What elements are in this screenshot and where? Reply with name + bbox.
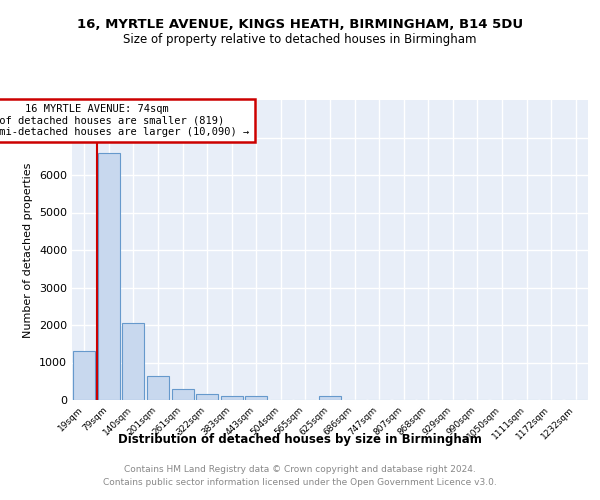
Bar: [147, 376, 169, 400]
Bar: [221, 396, 243, 400]
Text: 16 MYRTLE AVENUE: 74sqm
← 7% of detached houses are smaller (819)
92% of semi-de: 16 MYRTLE AVENUE: 74sqm ← 7% of detached…: [0, 104, 250, 137]
Bar: [122, 323, 145, 400]
Bar: [196, 394, 218, 400]
Text: 16, MYRTLE AVENUE, KINGS HEATH, BIRMINGHAM, B14 5DU: 16, MYRTLE AVENUE, KINGS HEATH, BIRMINGH…: [77, 18, 523, 30]
Text: Contains HM Land Registry data © Crown copyright and database right 2024.: Contains HM Land Registry data © Crown c…: [124, 466, 476, 474]
Text: Contains public sector information licensed under the Open Government Licence v3: Contains public sector information licen…: [103, 478, 497, 487]
Bar: [172, 389, 194, 400]
Bar: [319, 396, 341, 400]
Text: Size of property relative to detached houses in Birmingham: Size of property relative to detached ho…: [123, 32, 477, 46]
Bar: [73, 351, 95, 400]
Y-axis label: Number of detached properties: Number of detached properties: [23, 162, 34, 338]
Bar: [98, 152, 120, 400]
Text: Distribution of detached houses by size in Birmingham: Distribution of detached houses by size …: [118, 432, 482, 446]
Bar: [245, 396, 268, 400]
